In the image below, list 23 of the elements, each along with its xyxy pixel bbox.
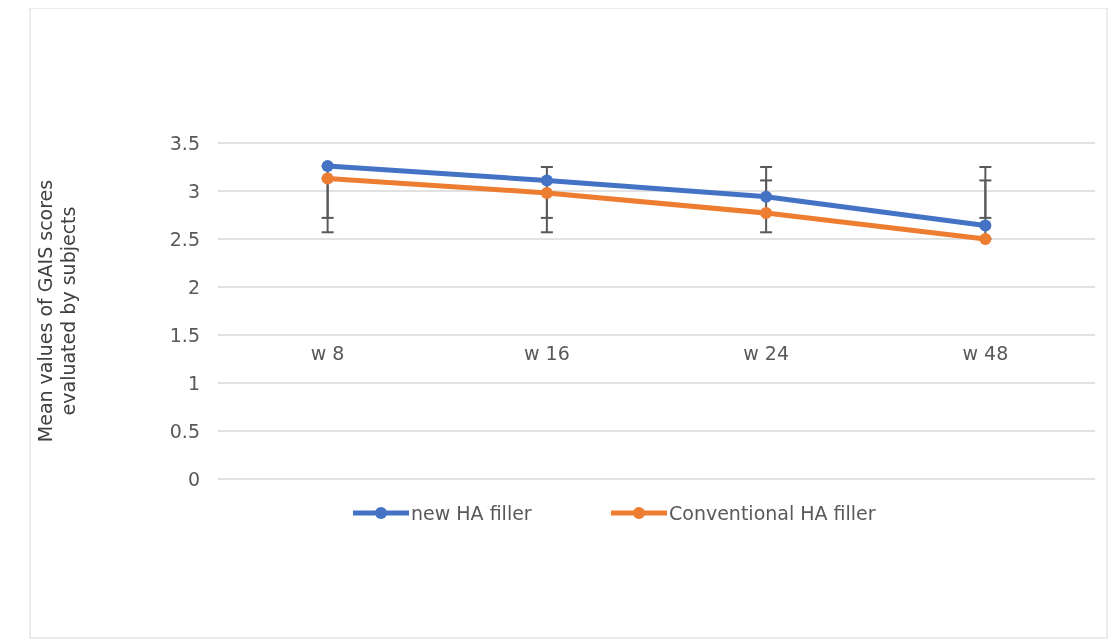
- x-tick-label: w 48: [962, 341, 1009, 364]
- y-tick-label: 2.5: [169, 227, 200, 250]
- point: [540, 186, 553, 199]
- y-tick-label: 3: [187, 179, 200, 202]
- x-tick-label: w 16: [523, 341, 570, 364]
- y-tick-label: 2: [187, 275, 200, 298]
- legend-label: new HA filler: [411, 501, 532, 524]
- x-tick-label: w 8: [310, 341, 345, 364]
- point: [321, 160, 334, 173]
- y-tick-label: 1: [187, 371, 200, 394]
- x-tick-label: w 24: [743, 341, 790, 364]
- point: [760, 207, 773, 220]
- y-tick-label: 3.5: [169, 131, 200, 154]
- legend-label: Conventional HA filler: [669, 501, 876, 524]
- point: [321, 172, 334, 185]
- y-tick-label: 0.5: [169, 419, 200, 442]
- y-axis-title: Mean values of GAIS scores evaluated by subjects: [33, 179, 80, 443]
- point: [979, 233, 992, 245]
- y-tick-label: 0: [187, 467, 200, 490]
- y-tick-label: 1.5: [169, 323, 200, 346]
- point: [540, 174, 553, 187]
- point: [979, 219, 992, 232]
- point: [760, 190, 773, 203]
